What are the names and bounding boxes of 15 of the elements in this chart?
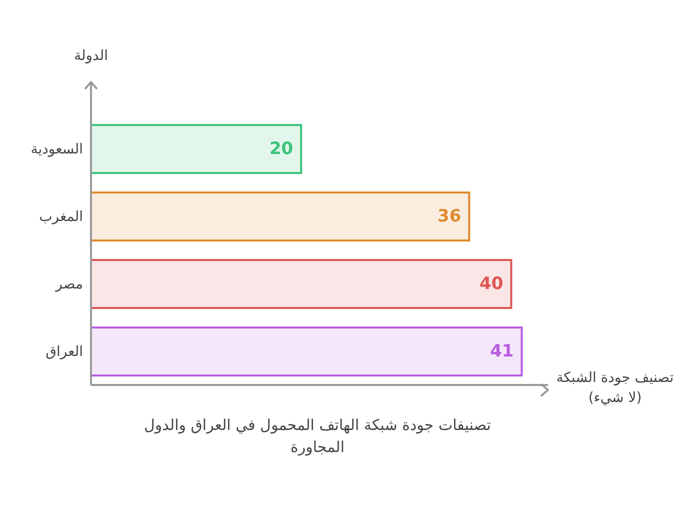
- bar: [91, 259, 512, 309]
- text: تصنيفات جودة شبكة الهاتف المحمول في العراق والدول المجاورة: [143, 415, 492, 458]
- y-tick-label: السعودية: [30, 142, 83, 158]
- y-tick-label: العراق: [46, 344, 83, 360]
- y-axis-title: الدولة: [72, 48, 110, 64]
- bar: [91, 326, 523, 376]
- data-label: 20: [269, 139, 294, 159]
- data-label: 36: [438, 206, 462, 226]
- x-axis-title: تصنيف جودة الشبكة (لا شيء): [555, 369, 675, 408]
- y-tick-label: مصر: [54, 276, 83, 293]
- data-label: 41: [490, 342, 514, 362]
- bar: [91, 192, 470, 242]
- y-tick-label: المغرب: [39, 209, 83, 226]
- data-label: 40: [480, 274, 504, 294]
- bar: [91, 124, 302, 174]
